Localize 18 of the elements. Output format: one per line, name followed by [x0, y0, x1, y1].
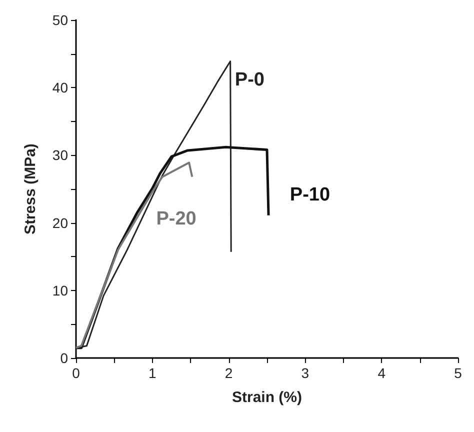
x-tick-label: 0	[72, 365, 80, 381]
x-tick-label: 3	[301, 365, 310, 381]
x-tick-label: 1	[148, 365, 156, 381]
y-tick-label: 40	[52, 80, 68, 96]
y-tick-label: 30	[52, 147, 68, 164]
series-label: P-20	[156, 208, 196, 230]
y-tick-label: 10	[52, 282, 68, 298]
series-label: P-0	[234, 70, 264, 91]
series-label: P-10	[290, 184, 330, 206]
x-tick-label: 2	[224, 365, 233, 381]
x-tick-label: 4	[378, 365, 386, 381]
line-series	[75, 162, 194, 349]
y-tick-label: 50	[52, 12, 68, 28]
x-axis-title: Strain (%)	[232, 389, 302, 406]
x-tick-label: 5	[454, 365, 462, 381]
y-axis-title: Stress (MPa)	[22, 144, 39, 234]
y-tick-label: 0	[60, 350, 68, 366]
y-tick-label: 20	[52, 214, 68, 231]
